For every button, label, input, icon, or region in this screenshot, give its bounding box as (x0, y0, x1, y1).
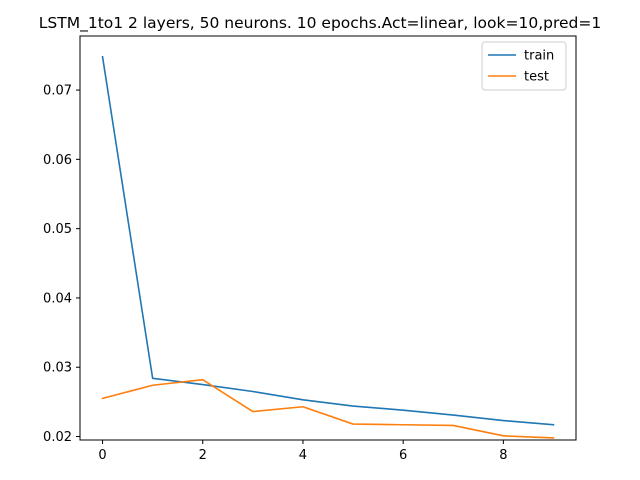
y-axis: 0.02 0.03 0.04 0.05 0.06 0.07 (43, 84, 80, 445)
y-tick-label: 0.07 (43, 84, 72, 99)
y-tick-label: 0.06 (43, 153, 72, 168)
legend-box (481, 41, 567, 91)
chart-title: LSTM_1to1 2 layers, 50 neurons. 10 epoch… (39, 14, 601, 33)
y-tick-label: 0.04 (43, 291, 72, 306)
y-tick-label: 0.03 (43, 361, 72, 376)
series-group (101, 55, 555, 439)
legend-label-train: train (524, 49, 554, 64)
plot-area (79, 35, 577, 441)
series-line-train (101, 55, 555, 426)
y-tick-label: 0.05 (43, 222, 72, 237)
series-line-test (101, 378, 555, 439)
x-tick-label: 6 (399, 448, 407, 463)
x-axis: 0 2 4 6 8 (98, 440, 507, 463)
legend-label-test: test (524, 70, 549, 85)
y-tick-label: 0.02 (43, 430, 72, 445)
x-tick-label: 4 (299, 448, 307, 463)
x-tick-label: 8 (499, 448, 507, 463)
x-tick-label: 2 (199, 448, 207, 463)
axes-frame (79, 35, 577, 441)
legend: train test (481, 41, 567, 91)
x-tick-label: 0 (98, 448, 106, 463)
